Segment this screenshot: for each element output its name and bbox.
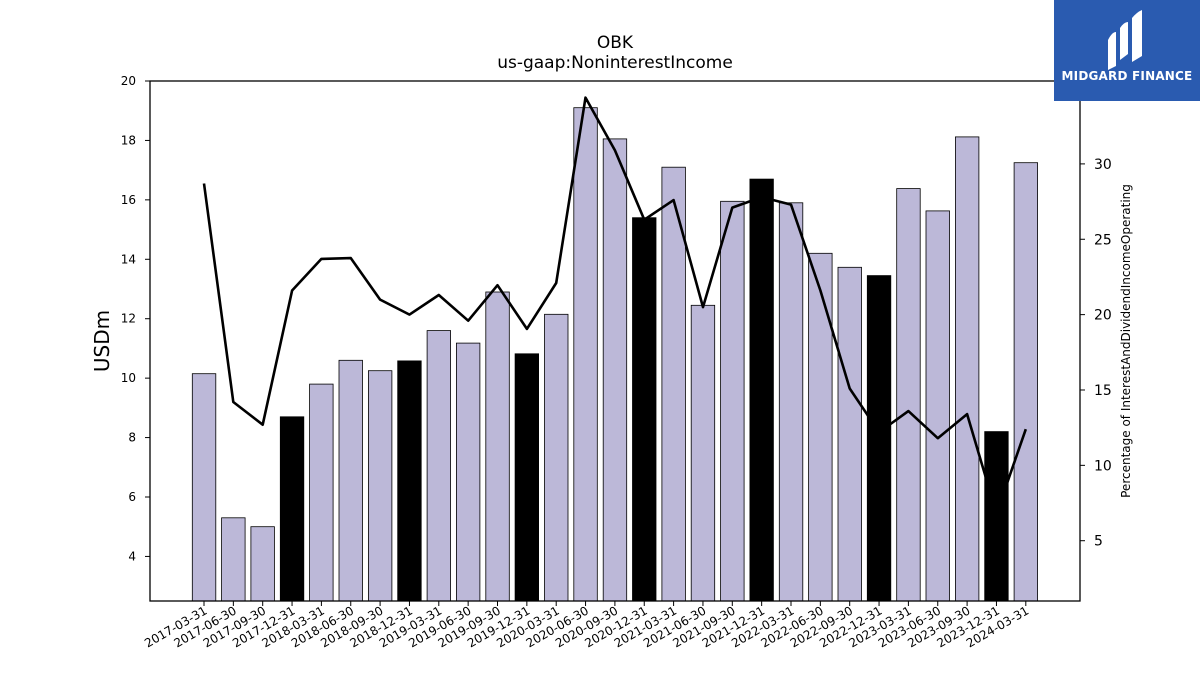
bar-2021-06-30: [690, 304, 716, 602]
y2-tick-label: 10: [1094, 458, 1112, 474]
bar-2023-12-31: [984, 431, 1009, 602]
y-axis-right: 5 10 15 20 25 30: [1080, 157, 1112, 550]
y-tick-label: 20: [121, 74, 136, 88]
bar-2020-06-30: [573, 107, 598, 602]
y-tick-label: 16: [121, 193, 136, 207]
bar-2024-03-31: [1013, 162, 1038, 602]
y2-tick-label: 25: [1094, 232, 1112, 248]
bar-2019-06-30: [455, 342, 481, 602]
y-tick-label: 12: [121, 312, 136, 326]
y-axis-left: 4 6 8 10 12 14 16 18 20: [121, 74, 150, 563]
brand-logo: MIDGARD FINANCE: [1054, 0, 1200, 101]
y-tick-label: 14: [121, 252, 136, 266]
y2-tick-label: 15: [1094, 383, 1112, 399]
y-tick-label: 4: [128, 549, 136, 563]
y2-axis-label: Percentage of InterestAndDividendIncomeO…: [1119, 184, 1133, 498]
bar-2023-03-31: [896, 188, 921, 602]
brand-name: MIDGARD FINANCE: [1061, 69, 1193, 83]
bar-2017-09-30: [250, 526, 275, 602]
y-tick-label: 18: [121, 133, 136, 147]
bar-2018-03-31: [309, 383, 334, 602]
line-series: [202, 96, 1028, 515]
bar-2023-06-30: [925, 210, 950, 602]
y2-tick-label: 20: [1094, 308, 1112, 324]
chart-subtitle: us-gaap:NoninterestIncome: [497, 53, 733, 73]
x-axis: 2017-03-312017-06-302017-09-302017-12-31…: [142, 601, 1031, 650]
bar-2017-12-31: [279, 416, 305, 602]
bar-2023-09-30: [955, 136, 980, 602]
bar-2020-12-31: [632, 217, 657, 602]
bar-2019-12-31: [514, 353, 539, 602]
bar-2019-09-30: [485, 291, 510, 602]
bar-2021-12-31: [749, 178, 774, 602]
chart-title: OBK: [597, 33, 634, 53]
bar-2018-06-30: [338, 359, 363, 602]
y-tick-label: 10: [121, 371, 136, 385]
y2-tick-label: 5: [1094, 534, 1103, 550]
bar-series: [191, 107, 1038, 602]
bar-2022-12-31: [866, 275, 892, 602]
bar-2020-03-31: [544, 313, 569, 602]
bar-2017-06-30: [221, 517, 246, 602]
bar-2022-09-30: [837, 266, 862, 602]
y-axis-label: USDm: [90, 310, 114, 372]
bar-2021-09-30: [720, 200, 745, 602]
bar-2017-03-31: [191, 373, 217, 602]
y-tick-label: 6: [128, 490, 136, 504]
y-tick-label: 8: [128, 431, 136, 445]
bar-2020-09-30: [602, 138, 628, 602]
bar-2022-03-31: [778, 202, 804, 602]
bar-2018-09-30: [367, 370, 393, 602]
bar-2018-12-31: [397, 360, 422, 602]
y2-tick-label: 30: [1094, 157, 1112, 173]
bar-2022-06-30: [808, 252, 833, 602]
bar-2019-03-31: [426, 330, 452, 602]
percentage-line: [202, 96, 1028, 515]
midgard-logo-icon: [1108, 10, 1142, 70]
